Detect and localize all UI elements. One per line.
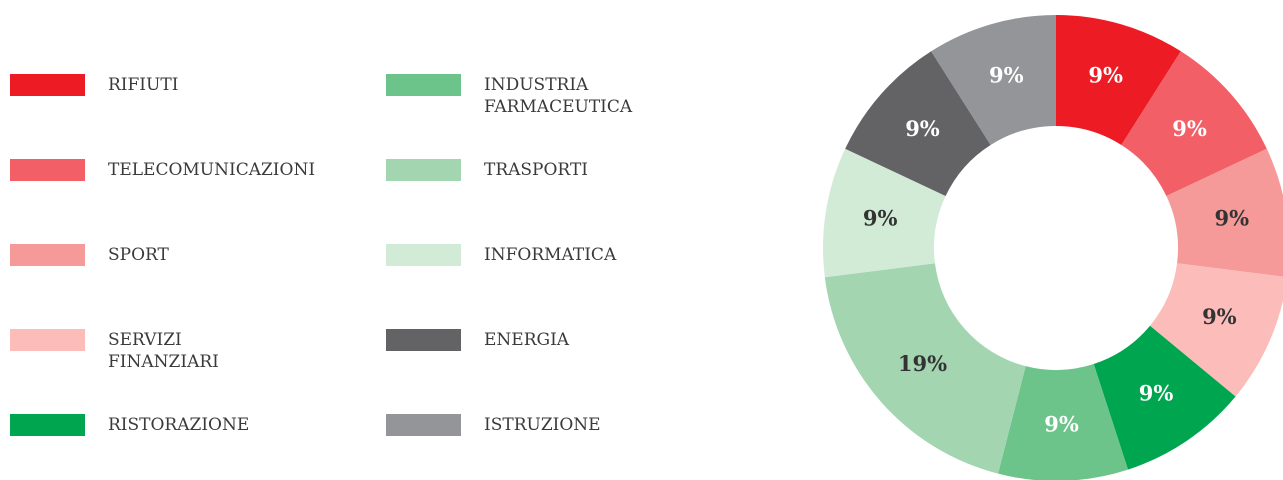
- data-label: 9%: [1139, 381, 1174, 406]
- legend: RIFIUTI TELECOMUNICAZIONI SPORT SERVIZI FIN…: [10, 74, 632, 436]
- donut-segment: [931, 14, 1057, 145]
- legend-swatch: [10, 159, 85, 181]
- legend-swatch: [386, 74, 461, 96]
- legend-item: SERVIZI FINANZIARI: [10, 329, 219, 373]
- legend-label: RIFIUTI: [108, 75, 179, 95]
- legend-label: TELECOMUNICAZIONI: [108, 160, 316, 180]
- donut-segment: [1166, 148, 1283, 277]
- legend-item: RISTORAZIONE: [10, 414, 249, 436]
- legend-item: TELECOMUNICAZIONI: [10, 159, 315, 181]
- legend-label: RISTORAZIONE: [108, 415, 250, 435]
- legend-swatch: [10, 74, 85, 96]
- legend-label: INFORMATICA: [484, 245, 617, 265]
- legend-label: SERVIZI FINANZIARI: [108, 330, 219, 372]
- donut-segment: [845, 51, 991, 197]
- donut-segment: [998, 364, 1128, 480]
- data-label: 19%: [898, 351, 947, 376]
- donut-segment: [823, 148, 946, 278]
- legend-item: INDUSTRIA FARMACEUTICA: [386, 74, 632, 118]
- data-label: 9%: [863, 206, 898, 231]
- legend-label: ISTRUZIONE: [484, 415, 601, 435]
- legend-swatch: [386, 329, 461, 351]
- legend-item: INFORMATICA: [386, 244, 616, 266]
- legend-swatch: [10, 414, 85, 436]
- legend-swatch: [386, 414, 461, 436]
- data-label: 9%: [1215, 206, 1250, 231]
- donut-segment: [1121, 51, 1267, 197]
- legend-swatch: [10, 244, 85, 266]
- legend-item: TRASPORTI: [386, 159, 588, 181]
- legend-item: SPORT: [10, 244, 169, 266]
- data-label: 9%: [1202, 304, 1237, 329]
- legend-item: RIFIUTI: [10, 74, 178, 96]
- legend-label: TRASPORTI: [484, 160, 588, 180]
- legend-item: ISTRUZIONE: [386, 414, 601, 436]
- donut-segment: [1150, 263, 1283, 397]
- data-label: 9%: [989, 63, 1024, 88]
- donut-segment: [824, 263, 1026, 474]
- legend-item: ENERGIA: [386, 329, 569, 351]
- legend-swatch: [10, 329, 85, 351]
- donut-segment: [1093, 325, 1236, 470]
- legend-swatch: [386, 159, 461, 181]
- legend-label: ENERGIA: [484, 330, 570, 350]
- data-label: 9%: [1088, 63, 1123, 88]
- legend-swatch: [386, 244, 461, 266]
- donut-segment: [1056, 15, 1181, 145]
- legend-label: SPORT: [108, 245, 169, 265]
- data-label: 9%: [1172, 116, 1207, 141]
- data-label: 9%: [1044, 411, 1079, 436]
- legend-label: INDUSTRIA FARMACEUTICA: [484, 75, 633, 117]
- data-label: 9%: [905, 116, 940, 141]
